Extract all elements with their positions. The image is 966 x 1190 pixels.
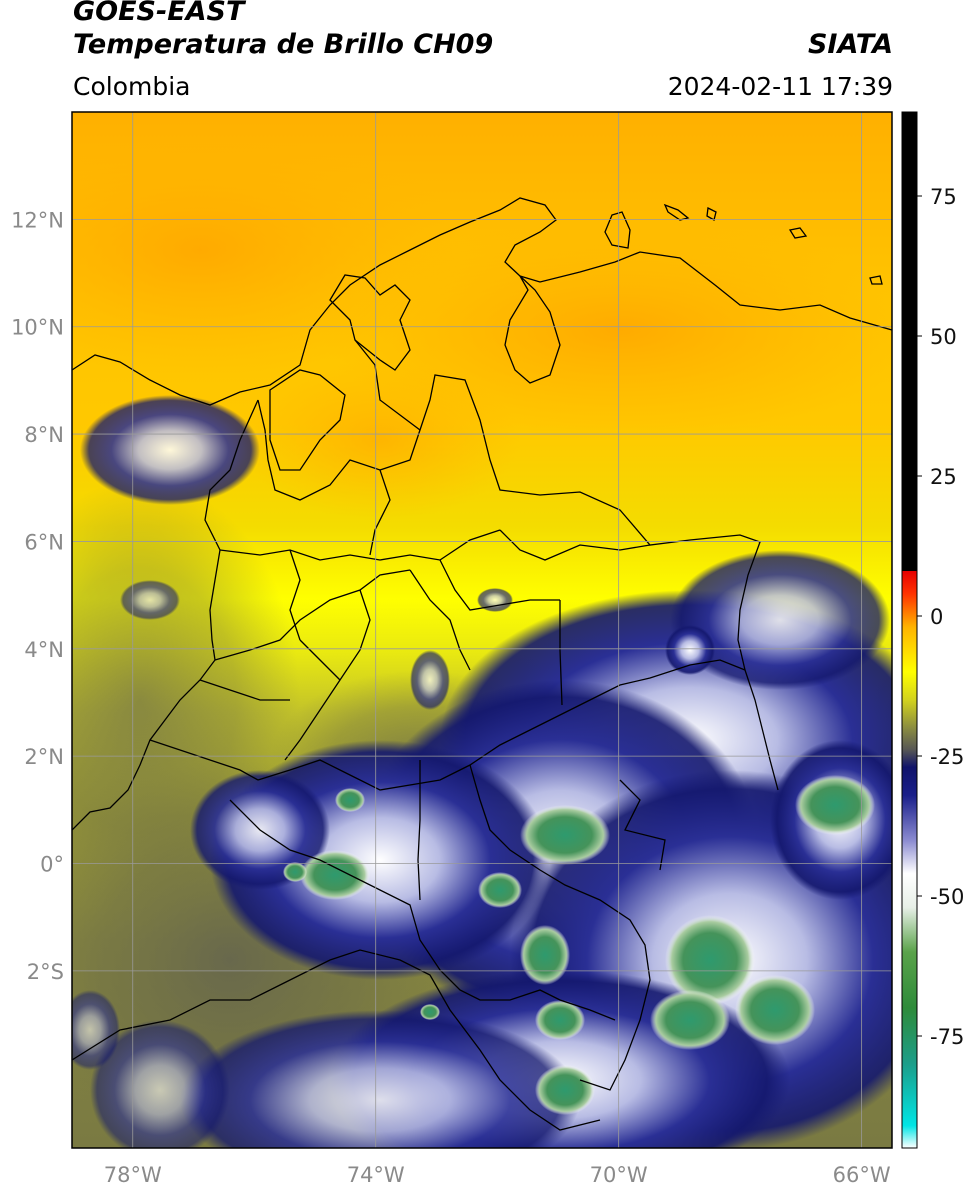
lon-tick-label: 66°W <box>833 1163 891 1187</box>
colorbar-tick-label: 50 <box>930 325 957 349</box>
colorbar-axis: 75 50 25 0 -25 -50 -75 <box>917 185 964 1049</box>
agency-label: SIATA <box>807 29 893 60</box>
lat-tick-label: 2°N <box>24 745 64 769</box>
datetime-label: 2024-02-11 17:39 <box>667 72 893 101</box>
product-title: GOES-EAST <box>73 0 245 27</box>
satellite-imagery <box>72 112 892 1148</box>
colorbar-tick-label: -75 <box>930 1025 964 1049</box>
lat-tick-label: 6°N <box>24 530 64 554</box>
lat-tick-label: 8°N <box>24 423 64 447</box>
coastlines-and-borders <box>72 197 892 1131</box>
graticule-lines <box>72 112 892 1148</box>
lon-tick-label: 78°W <box>104 1163 162 1187</box>
colorbar-tick-label: -25 <box>930 745 964 769</box>
latitude-axis: 12°N 10°N 8°N 6°N 4°N 2°N 0° 2°S <box>11 208 64 984</box>
colorbar-tick-label: 0 <box>930 605 943 629</box>
lat-tick-label: 0° <box>40 853 64 877</box>
longitude-axis: 78°W 74°W 70°W 66°W <box>104 1163 891 1187</box>
lon-tick-label: 70°W <box>590 1163 648 1187</box>
colorbar-tick-label: -50 <box>930 885 964 909</box>
lat-tick-label: 10°N <box>11 316 64 340</box>
map-frame <box>71 111 893 1149</box>
lat-tick-label: 12°N <box>11 208 64 232</box>
colorbar-tick-label: 25 <box>930 465 957 489</box>
lon-tick-label: 74°W <box>347 1163 405 1187</box>
region-label: Colombia <box>73 72 191 101</box>
colorbar-tick-label: 75 <box>930 185 957 209</box>
channel-title: Temperatura de Brillo CH09 <box>73 29 494 60</box>
colorbar <box>901 111 918 1149</box>
lat-tick-label: 2°S <box>27 960 64 984</box>
lat-tick-label: 4°N <box>24 638 64 662</box>
